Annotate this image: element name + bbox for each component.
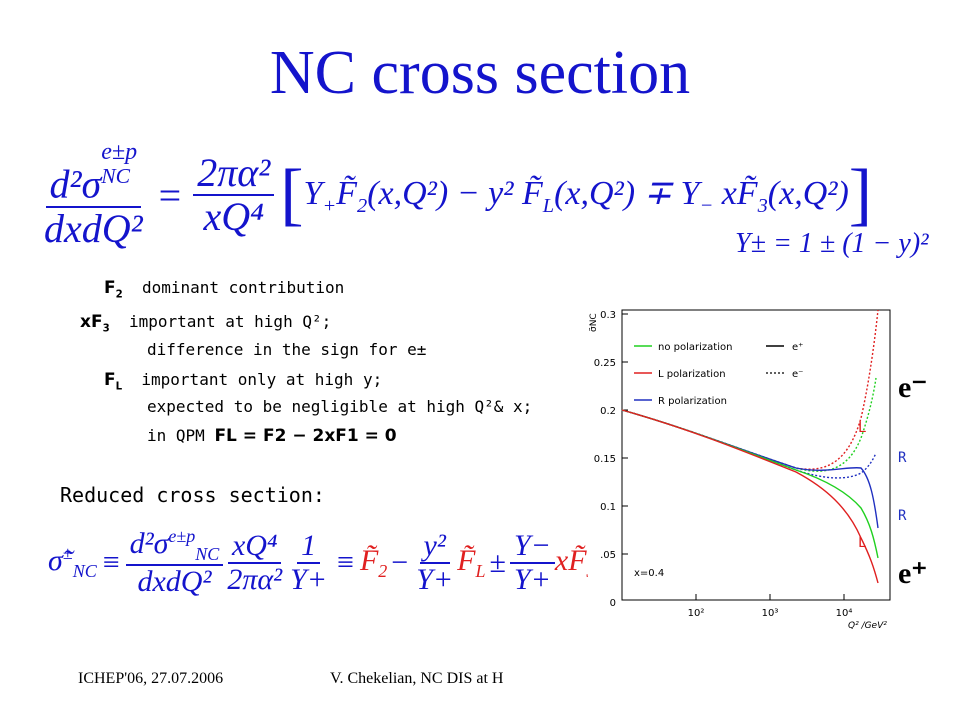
note-fl: FL important only at high y;	[104, 370, 383, 393]
x-tick-1000: 10³	[762, 608, 779, 619]
y-tick-0.2: 0.2	[600, 406, 616, 417]
note-qpm: in QPM FL = F2 − 2xF1 = 0	[147, 426, 397, 446]
curve-label-L-lower: L	[858, 535, 867, 551]
bracket-contents: Y+F̃2(x,Q²) − y² F̃L(x,Q²) ∓ Y− xF̃3(x,Q…	[303, 174, 849, 217]
note-xf3: xF3 important at high Q²;	[80, 312, 332, 335]
slide-title: NC cross section	[269, 39, 691, 107]
legend-no-pol: no polarization	[658, 342, 732, 353]
curve-label-R-upper: R	[898, 450, 907, 466]
reduced-frac-2: xQ⁴ 2πα²	[227, 529, 283, 596]
note-xf3-detail: difference in the sign for e±	[147, 340, 427, 359]
side-label-e-plus: e⁺	[898, 557, 928, 590]
side-label-e-minus: e⁻	[898, 371, 928, 404]
x-axis-title: Q² /GeV²	[848, 621, 887, 630]
reduced-frac-4: y² Y+	[416, 529, 454, 596]
reduced-frac-1: d²σe±pNC dxdQ²	[125, 527, 224, 597]
curve-L-e-plus	[621, 409, 879, 584]
y-tick-0: 0	[610, 598, 616, 609]
y-tick-0.3: 0.3	[600, 310, 616, 321]
footer-left: ICHEP'06, 27.07.2006	[78, 670, 224, 687]
legend-r-pol: R polarization	[658, 396, 727, 407]
y-tick-0.05: .05	[600, 550, 616, 561]
x-tick-10000: 10⁴	[836, 608, 853, 619]
main-formula: d²σe±p NC dxdQ² = 2πα² xQ⁴ [ Y+F̃2(x,Q²) …	[40, 140, 940, 250]
legend-l-pol: L polarization	[658, 369, 726, 380]
x-tick-100: 10²	[688, 608, 705, 619]
curve-label-L-upper: L	[858, 420, 867, 436]
note-fl-detail: expected to be negligible at high Q²& x;	[147, 397, 533, 416]
reduced-formula: σ̃±NC ≡ d²σe±pNC dxdQ² xQ⁴ 2πα² 1 Y+ ≡ F…	[48, 526, 588, 599]
y-axis-title: σ̃NC	[589, 313, 599, 332]
lhs-fraction: d²σe±p NC dxdQ²	[44, 139, 143, 251]
reduced-label: Reduced cross section:	[60, 483, 325, 507]
curve-label-R-lower: R	[898, 508, 907, 524]
note-f2: F2 dominant contribution	[104, 278, 345, 301]
reduced-frac-5: Y− Y+	[509, 530, 555, 595]
plot-annotation: x=0.4	[634, 568, 664, 579]
y-tick-0.1: 0.1	[600, 502, 616, 513]
y-tick-0.15: 0.15	[594, 454, 616, 465]
y-definition: Y± = 1 ± (1 − y)²	[735, 228, 929, 259]
polarization-plot: σ̃NC 0.3 0.25 0.2 0.15 0.1 .05 0 10² 10³…	[589, 309, 891, 630]
y-tick-0.25: 0.25	[594, 358, 616, 369]
footer-middle: V. Chekelian, NC DIS at H	[330, 670, 504, 687]
coefficient-fraction: 2πα² xQ⁴	[193, 152, 275, 238]
legend-e-minus: e⁻	[792, 369, 803, 380]
reduced-frac-3: 1 Y+	[290, 529, 328, 596]
legend-e-plus: e⁺	[792, 342, 803, 353]
curve-none-e-minus	[621, 377, 877, 472]
